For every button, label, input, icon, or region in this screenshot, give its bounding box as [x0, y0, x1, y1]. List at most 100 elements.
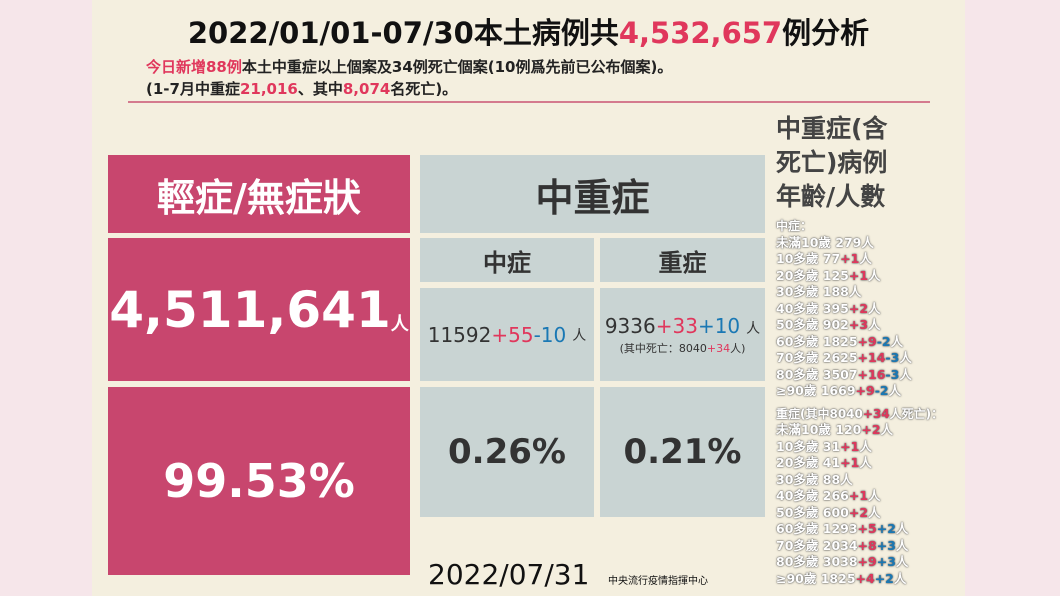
mild-count-cell: 4,511,641 人	[108, 238, 410, 381]
text-part: +1	[848, 267, 869, 283]
text-part: +4	[855, 570, 875, 586]
age-row: 20多歲 125+1人	[776, 268, 943, 285]
text-part: 人)	[730, 341, 746, 355]
text-part: 中症：	[776, 219, 813, 233]
critical-count-cell: 9336+33+10 人 (其中死亡：8040+34人)	[600, 288, 765, 381]
text-part: 20多歲 125	[776, 267, 849, 283]
text-part: 人	[868, 488, 881, 503]
text-part: 重症(其中8040	[776, 406, 863, 421]
text-part: +2	[848, 300, 869, 316]
text-part: -2	[876, 333, 891, 349]
text-part: 8,074	[342, 80, 391, 98]
text-part: 60多歲 1825	[776, 333, 858, 349]
title: 2022/01/01-07/30本土病例共4,532,657例分析	[92, 10, 965, 52]
text-part: 70多歲 2625	[776, 350, 858, 365]
text-part: 名死亡)。	[390, 80, 458, 98]
text-part: 人	[899, 366, 912, 382]
text-part: 未滿10歲 279人	[776, 234, 874, 250]
subtitle-line: 今日新增88例本土中重症以上個案及34例死亡個案(10例爲先前已公布個案)。	[146, 56, 672, 77]
text-part: 80多歲 3038	[776, 554, 858, 569]
text-part: +5	[857, 521, 877, 536]
text-part: 、其中	[297, 80, 343, 98]
text-part: 人死亡)：	[889, 406, 944, 421]
age-row: 70多歲 2034+8+3人	[776, 538, 943, 555]
footer-date: 2022/07/31	[428, 558, 590, 591]
text-part: 40多歲 266	[776, 488, 849, 503]
text-part: +1	[840, 455, 860, 470]
text-part: 本土中重症以上個案及34例死亡個案(10例爲先前已公布個案)。	[241, 58, 673, 76]
text-part: 30多歲 88人	[776, 471, 853, 487]
age-row: 20多歲 41+1人	[776, 455, 943, 472]
text-part: (1-7月中重症	[146, 80, 240, 98]
text-part: (其中死亡：8040	[619, 341, 707, 355]
text-part: 20多歲 41	[776, 455, 841, 470]
text-part: +2	[861, 422, 881, 437]
text-part: 60多歲 1293	[776, 521, 858, 536]
text-part: 人	[859, 438, 872, 454]
text-part: 人	[868, 504, 881, 520]
text-part: +2	[848, 504, 869, 520]
text-part: +9	[857, 333, 877, 349]
text-part: 2022/01/01-07/30本土病例共	[187, 16, 619, 50]
mild-unit: 人	[390, 313, 409, 335]
sidebar-title: 中重症(含	[776, 114, 888, 143]
age-row: 10多歲 77+1人	[776, 251, 943, 268]
text-part: +33	[655, 313, 698, 338]
sidebar: 中重症(含 死亡)病例 年齡/人數 中症： 未滿10歲 279人 10多歲 77+1人 20…	[776, 112, 943, 587]
moderate-unit: 人	[572, 327, 587, 344]
text-part: 未滿10歲 120	[776, 422, 862, 437]
text-part: +9	[855, 383, 875, 398]
group-heading: 重症(其中8040+34人死亡)：	[776, 406, 943, 423]
text-part: 人	[895, 537, 909, 553]
text-part: +10	[697, 313, 741, 338]
text-part: 50多歲 600	[776, 504, 849, 520]
text-part: 人	[859, 251, 872, 266]
text-part: +1	[840, 438, 860, 454]
text-part: -10	[533, 322, 567, 347]
text-part: 9336	[604, 313, 656, 338]
text-part: 50多歲 902	[776, 317, 849, 332]
text-part: 70多歲 2034	[776, 537, 858, 553]
moderate-count: 11592+55-10	[428, 323, 567, 347]
text-part: 人	[895, 554, 909, 569]
moderate-count-cell: 11592+55-10 人	[420, 288, 594, 381]
age-row: 50多歲 902+3人	[776, 317, 943, 334]
text-part: +16	[857, 366, 886, 382]
text-part: +8	[857, 537, 877, 553]
moderate-label: 中症	[420, 238, 594, 282]
age-row: 70多歲 2625+14-3人	[776, 350, 943, 367]
text-part: -3	[885, 366, 900, 382]
age-row: ≥90歲 1669+9-2人	[776, 383, 943, 400]
age-row: 60多歲 1293+5+2人	[776, 521, 943, 538]
age-row: 30多歲 188人	[776, 284, 943, 301]
age-row: 10多歲 31+1人	[776, 439, 943, 456]
text-part: +34	[862, 406, 890, 421]
text-part: ≥90歲 1825	[776, 570, 856, 586]
age-row: 未滿10歲 279人	[776, 235, 943, 252]
critical-unit: 人	[746, 320, 761, 337]
footer-source: 中央流行疫情指揮中心	[608, 576, 708, 587]
group-heading: 中症：	[776, 218, 943, 235]
text-part: 例分析	[782, 16, 870, 50]
subtitle-line: (1-7月中重症21,016、其中8,074名死亡)。	[146, 78, 457, 99]
sidebar-title: 死亡)病例	[776, 148, 888, 177]
text-part: 今日新增88例	[146, 58, 242, 76]
text-part: 21,016	[239, 80, 298, 98]
text-part: -3	[885, 350, 900, 365]
text-part: +3	[876, 554, 896, 569]
text-part: 4,532,657	[618, 16, 783, 50]
age-row: 30多歲 88人	[776, 472, 943, 489]
severe-header: 中重症	[420, 155, 765, 233]
text-part: 10多歲 31	[776, 438, 841, 454]
text-part: 人	[893, 570, 907, 586]
text-part: 11592	[427, 322, 492, 347]
text-part: 80多歲 3507	[776, 366, 858, 382]
text-part: +1	[840, 251, 860, 266]
text-part: 人	[868, 300, 881, 316]
text-part: +34	[706, 341, 731, 355]
text-part: 人	[899, 350, 912, 365]
text-part: +3	[876, 537, 896, 553]
age-row: 80多歲 3507+16-3人	[776, 367, 943, 384]
text-part: +3	[848, 317, 869, 332]
